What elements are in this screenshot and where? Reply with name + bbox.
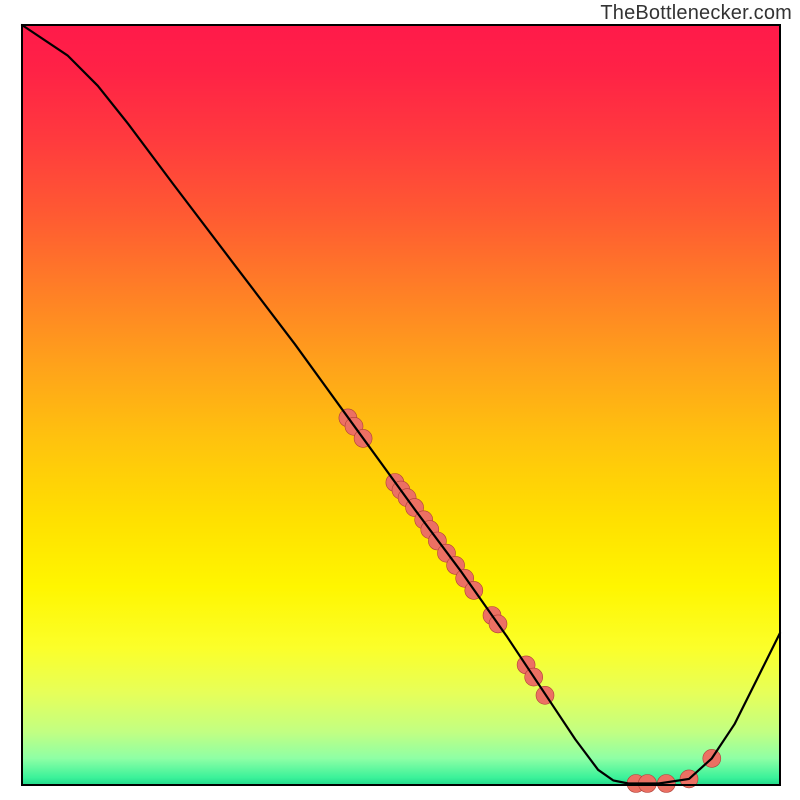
attribution-label: TheBottlenecker.com	[600, 2, 792, 25]
chart-container: { "attribution": { "text": "TheBottlenec…	[0, 0, 800, 800]
plot-background	[22, 25, 780, 785]
bottleneck-curve-chart	[0, 0, 800, 800]
